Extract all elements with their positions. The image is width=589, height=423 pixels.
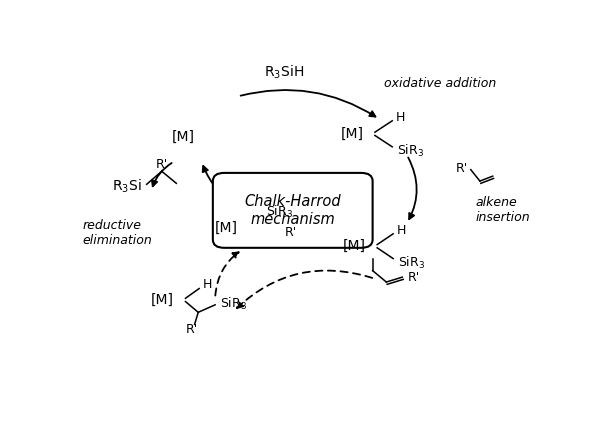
Text: H: H [396,224,406,237]
Text: H: H [395,111,405,124]
Text: R': R' [155,158,168,171]
FancyArrowPatch shape [152,163,171,186]
Text: [M]: [M] [343,239,366,253]
Text: R$_3$Si: R$_3$Si [112,177,142,195]
Text: R': R' [408,271,421,284]
FancyBboxPatch shape [213,173,373,248]
Text: Chalk-Harrod
mechanism: Chalk-Harrod mechanism [244,194,341,227]
FancyArrowPatch shape [241,90,375,117]
Text: [M]: [M] [340,127,363,141]
FancyArrowPatch shape [237,271,372,308]
Text: alkene
insertion: alkene insertion [475,196,530,224]
Text: SiR$_3$: SiR$_3$ [266,204,293,220]
Text: H: H [203,278,212,291]
Text: SiR$_3$: SiR$_3$ [398,254,425,271]
FancyArrowPatch shape [216,252,239,296]
FancyArrowPatch shape [297,230,359,245]
Text: R$_3$SiH: R$_3$SiH [263,63,304,81]
Text: R': R' [456,162,468,175]
Text: SiR$_3$: SiR$_3$ [397,143,424,159]
FancyArrowPatch shape [203,166,240,209]
Text: R': R' [186,323,198,336]
Text: SiR$_3$: SiR$_3$ [220,296,247,312]
Text: [M]: [M] [151,293,174,307]
Text: [M]: [M] [171,130,195,144]
Text: R': R' [285,226,297,239]
Text: oxidative addition: oxidative addition [384,77,497,90]
Text: reductive
elimination: reductive elimination [82,219,153,247]
FancyArrowPatch shape [408,157,416,219]
Text: [M]: [M] [215,221,238,235]
